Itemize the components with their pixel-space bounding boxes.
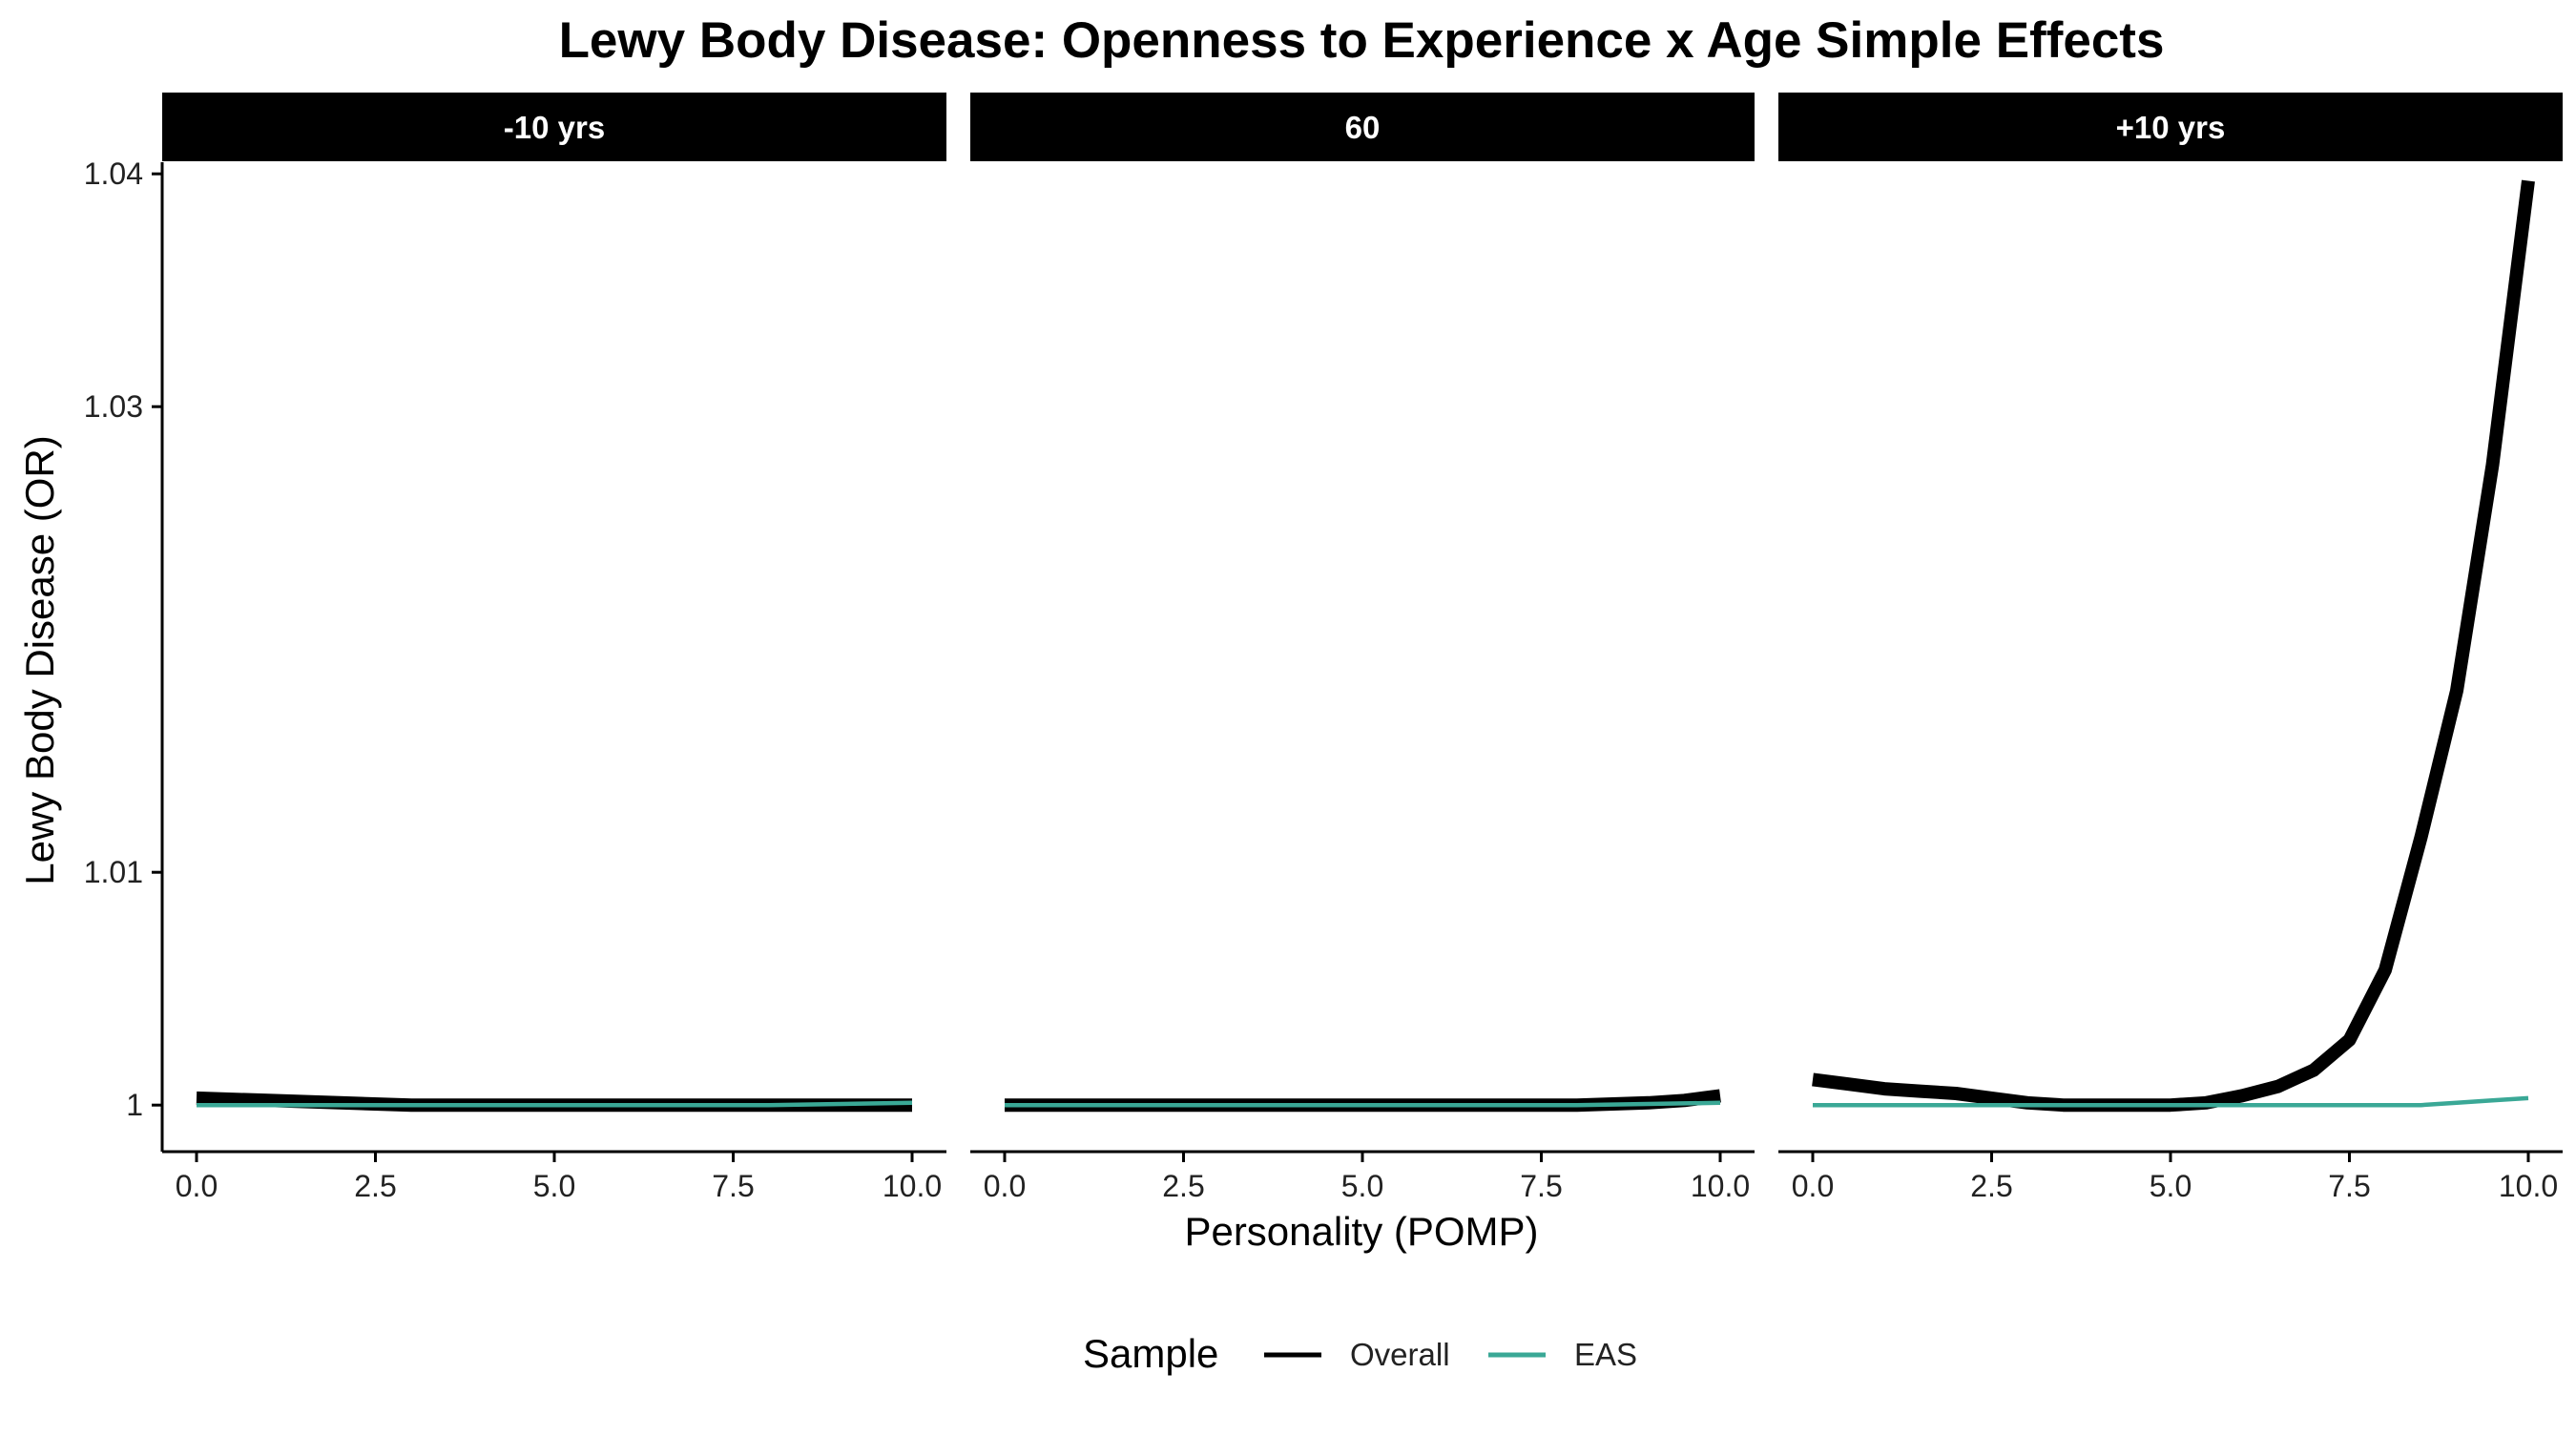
facet-strip (1778, 93, 2563, 161)
legend-entry: EAS (1488, 1337, 1637, 1372)
x-tick-label: 2.5 (1162, 1169, 1204, 1203)
legend-title: Sample (1083, 1331, 1218, 1376)
x-tick-label: 10.0 (1691, 1169, 1750, 1203)
x-tick-label: 0.0 (1792, 1169, 1834, 1203)
legend-label: Overall (1350, 1337, 1450, 1372)
x-tick-label: 7.5 (2328, 1169, 2370, 1203)
legend-label: EAS (1574, 1337, 1637, 1372)
y-axis: 1 1.01 1.03 1.04 (84, 156, 164, 1152)
facet-strip (970, 93, 1755, 161)
facet-strip (162, 93, 946, 161)
x-tick-label: 2.5 (354, 1169, 396, 1203)
facet-panel: -10 yrs 0.0 2.5 5.0 7.5 10.0 (162, 93, 946, 1203)
facet-strip-label: 60 (1345, 110, 1381, 145)
y-tick-label: 1.01 (84, 855, 143, 889)
panels: 1 1.01 1.03 1.04 -10 yrs 0.0 2.5 5.0 7.5 10.0 60 0.… (84, 93, 2563, 1203)
series-line-overall (1812, 179, 2535, 1113)
series-line-eas (197, 1100, 913, 1108)
x-tick-label: 0.0 (984, 1169, 1026, 1203)
x-tick-label: 7.5 (712, 1169, 754, 1203)
facet-panel: 60 0.0 2.5 5.0 7.5 10.0 (970, 93, 1755, 1203)
legend-entry: Overall (1264, 1337, 1450, 1372)
legend-entries: Overall EAS (1264, 1337, 1637, 1372)
y-axis-title: Lewy Body Disease (OR) (17, 435, 62, 885)
series-line-eas (1813, 1095, 2529, 1108)
facet-strip-label: +10 yrs (2116, 110, 2226, 145)
chart-title: Lewy Body Disease: Openness to Experienc… (559, 12, 2165, 69)
x-tick-label: 10.0 (883, 1169, 942, 1203)
x-tick-label: 5.0 (533, 1169, 575, 1203)
x-tick-label: 5.0 (2150, 1169, 2192, 1203)
x-tick-label: 2.5 (1970, 1169, 2012, 1203)
x-tick-label: 0.0 (176, 1169, 218, 1203)
series-line-eas (1005, 1100, 1721, 1108)
legend: Sample Overall EAS (1083, 1331, 1637, 1376)
x-tick-label: 5.0 (1341, 1169, 1383, 1203)
y-tick-label: 1 (126, 1088, 143, 1122)
facet-panel: +10 yrs 0.0 2.5 5.0 7.5 10.0 (1778, 93, 2563, 1203)
y-tick-label: 1.03 (84, 389, 143, 424)
x-tick-label: 10.0 (2499, 1169, 2558, 1203)
x-tick-label: 7.5 (1520, 1169, 1562, 1203)
x-axis-title: Personality (POMP) (1184, 1209, 1538, 1254)
y-tick-label: 1.04 (84, 156, 143, 191)
facet-strip-label: -10 yrs (504, 110, 605, 145)
